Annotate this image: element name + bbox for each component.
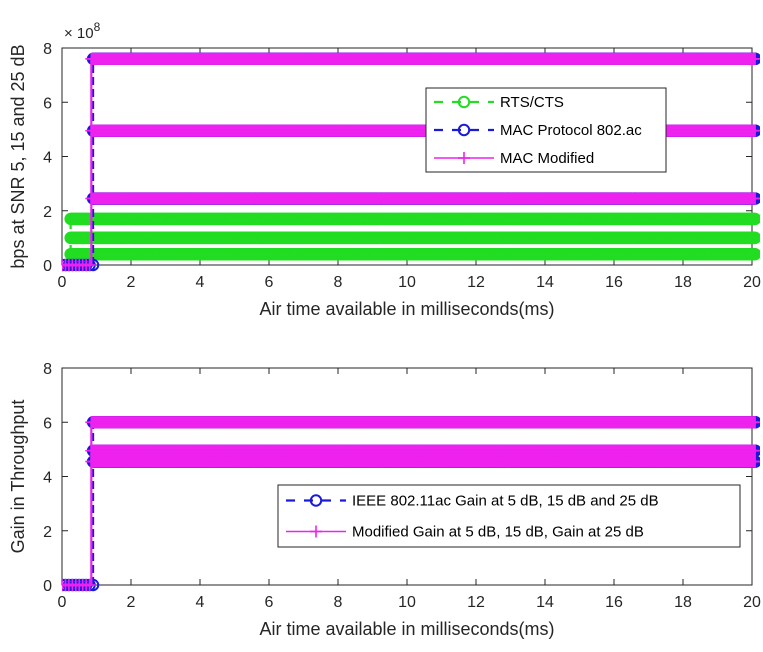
x-tick-label: 16 <box>605 274 623 291</box>
series-0 <box>62 212 760 272</box>
y-tick-label: 4 <box>43 150 52 167</box>
x-tick-label: 10 <box>398 274 416 291</box>
x-tick-label: 6 <box>265 274 274 291</box>
y-tick-label: 2 <box>43 204 52 221</box>
y-tick-label: 8 <box>43 41 52 58</box>
x-tick-label: 4 <box>196 274 205 291</box>
top-chart: 0 2 4 6 8 10 12 14 16 18 20 0 2 4 6 8 Air time available… <box>8 20 761 319</box>
y-exponent-label: × 108 <box>64 20 101 42</box>
x-tick-label: 12 <box>467 274 485 291</box>
x-axis-label: Air time available in milliseconds(ms) <box>259 299 554 319</box>
y-tick-label: 6 <box>43 95 52 112</box>
x-tick-label: 0 <box>58 274 67 291</box>
y-axis-label: bps at SNR 5, 15 and 25 dB <box>8 44 28 268</box>
x-tick-label: 14 <box>536 274 554 291</box>
y-tick-label: 0 <box>43 258 52 275</box>
x-tick-label: 2 <box>127 274 136 291</box>
x-tick-label: 18 <box>674 274 692 291</box>
x-tick-label: 8 <box>334 274 343 291</box>
x-tick-label: 20 <box>743 274 761 291</box>
